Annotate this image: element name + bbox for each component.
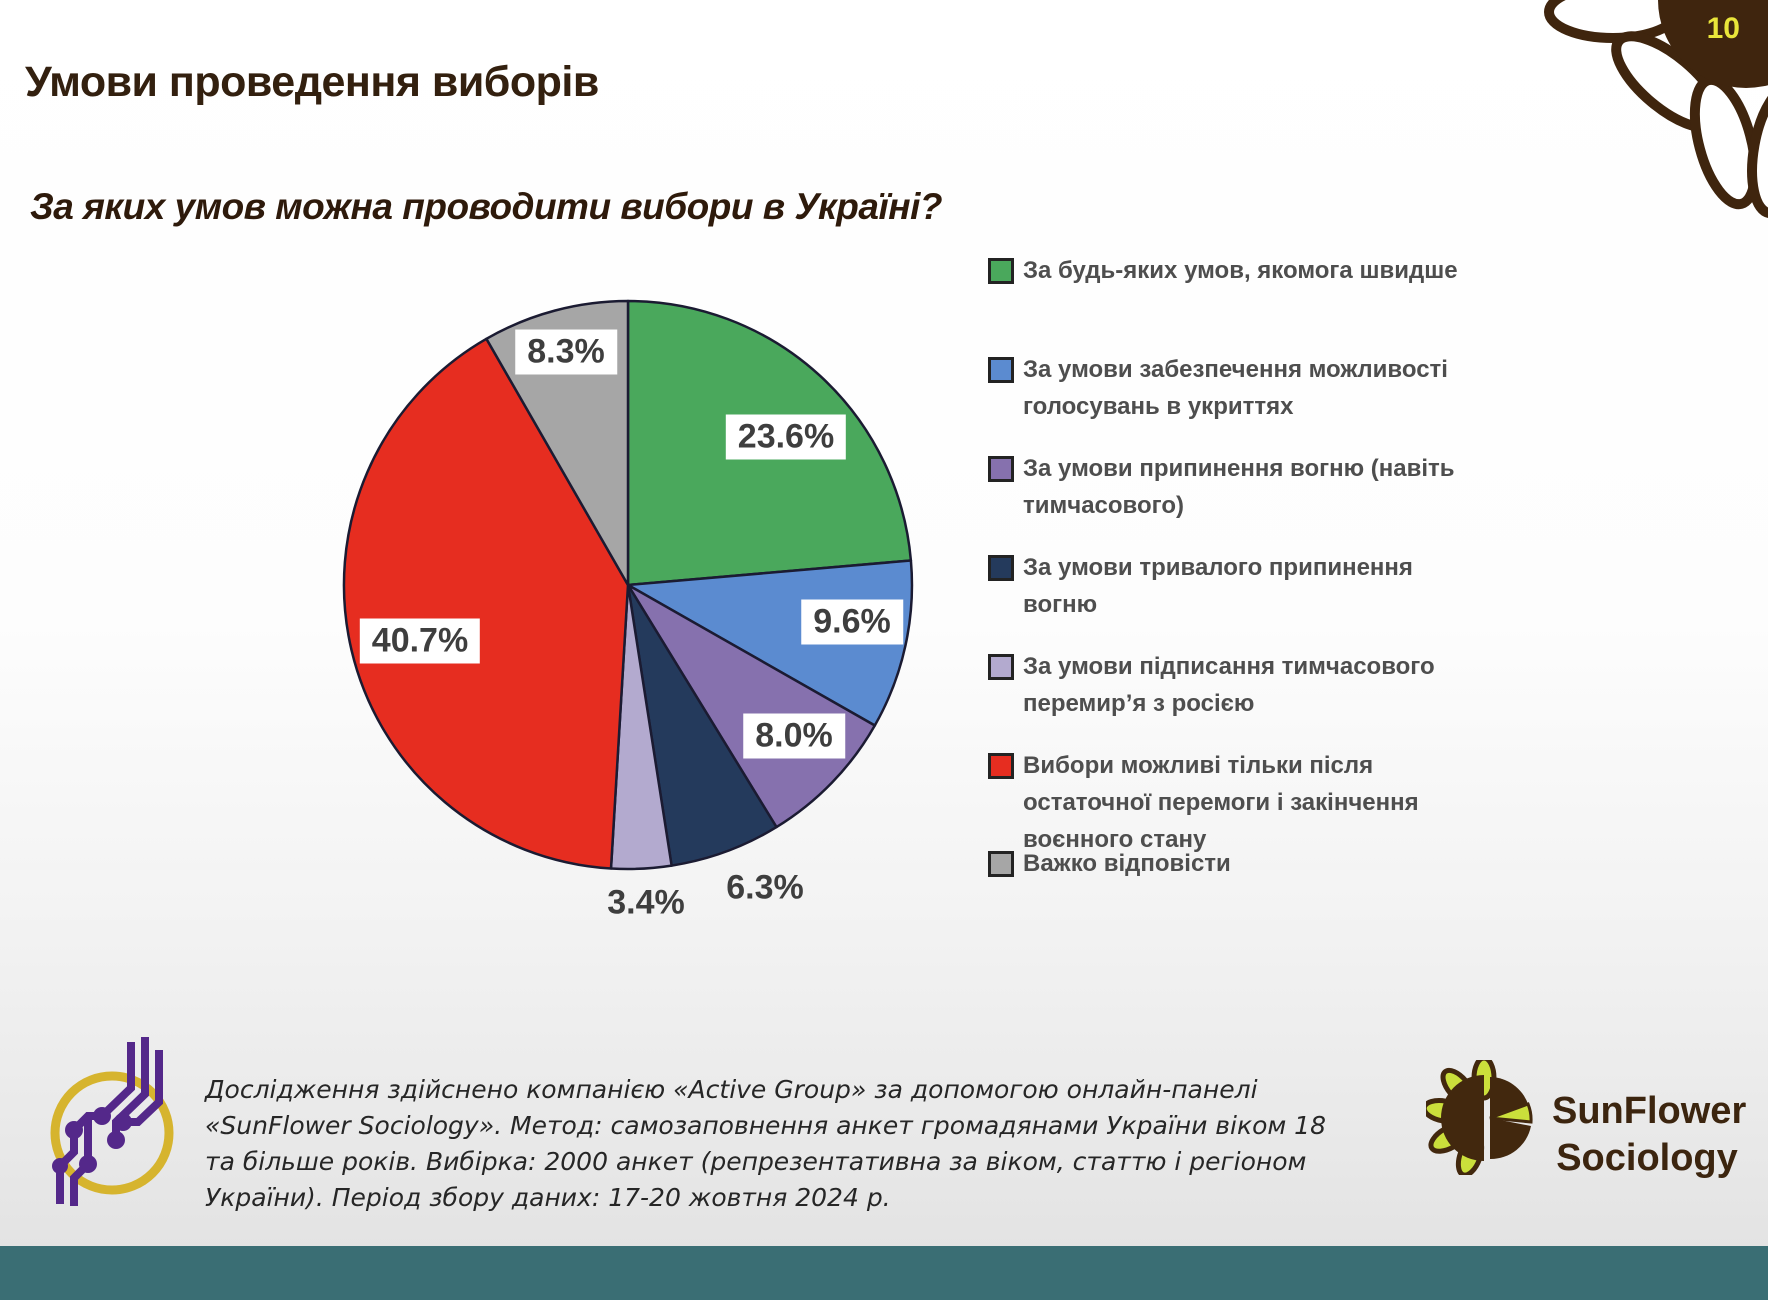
pie-label-1: 9.6% — [801, 599, 903, 645]
legend-label: За умови тривалого припинення вогню — [1023, 554, 1413, 618]
logo-ring — [50, 1071, 174, 1195]
page-title: Умови проведення виборів — [25, 58, 599, 106]
legend-item-0: За будь-яких умов, якомога швидше — [988, 252, 1468, 289]
pie-slice-5 — [342, 337, 630, 870]
legend-label: За умови забезпечення можливості голосув… — [1023, 356, 1448, 420]
pie-slice-3 — [626, 583, 778, 867]
brand-line1: SunFlower — [1552, 1090, 1747, 1132]
brand-name: SunFlower Sociology — [1552, 1088, 1747, 1182]
legend-swatch — [988, 851, 1014, 877]
circuit-nodes — [52, 1107, 132, 1174]
flower-center — [1658, 0, 1768, 88]
pie-chart — [342, 299, 914, 871]
legend-label: За умови підписання тимчасового перемир’… — [1023, 653, 1435, 717]
corner-flower-decoration — [1544, 0, 1768, 219]
pie-label-2: 8.0% — [743, 713, 845, 759]
footer-note: Дослідження здійснено компанією «Active … — [205, 1075, 1326, 1212]
legend-swatch — [988, 654, 1014, 680]
legend: За будь-яких умов, якомога швидше За умов… — [988, 0, 1468, 920]
legend-label: Важко відповісти — [1023, 850, 1231, 877]
legend-item-6: Важко відповісти — [988, 845, 1468, 882]
chart-question: За яких умов можна проводити вибори в Ук… — [30, 186, 942, 227]
pie-label-4: 3.4% — [607, 883, 685, 922]
legend-label: За будь-яких умов, якомога швидше — [1023, 257, 1458, 284]
legend-label: Вибори можливі тільки після остаточної п… — [1023, 752, 1419, 853]
research-company-logo — [50, 1037, 174, 1206]
sunflower-logo-icon — [1426, 1060, 1533, 1175]
pie-label-5: 40.7% — [359, 618, 481, 664]
legend-item-1: За умови забезпечення можливості голосув… — [988, 351, 1468, 425]
legend-item-3: За умови тривалого припинення вогню — [988, 549, 1468, 623]
pie-label-0: 23.6% — [725, 414, 847, 460]
page-number: 10 — [1706, 12, 1740, 45]
legend-label: За умови припинення вогню (навіть тимчас… — [1023, 455, 1455, 519]
legend-swatch — [988, 258, 1014, 284]
brand-line2: Sociology — [1556, 1137, 1738, 1179]
legend-item-2: За умови припинення вогню (навіть тимчас… — [988, 450, 1468, 524]
pie-slice-2 — [626, 583, 877, 829]
legend-swatch — [988, 555, 1014, 581]
legend-swatch — [988, 456, 1014, 482]
legend-item-5: Вибори можливі тільки після остаточної п… — [988, 747, 1468, 858]
legend-swatch — [988, 753, 1014, 779]
legend-item-4: За умови підписання тимчасового перемир’… — [988, 648, 1468, 722]
pie-label-3: 6.3% — [726, 868, 804, 907]
pie-label-6: 8.3% — [515, 329, 617, 375]
bottom-accent-bar — [0, 1246, 1768, 1300]
legend-swatch — [988, 357, 1014, 383]
